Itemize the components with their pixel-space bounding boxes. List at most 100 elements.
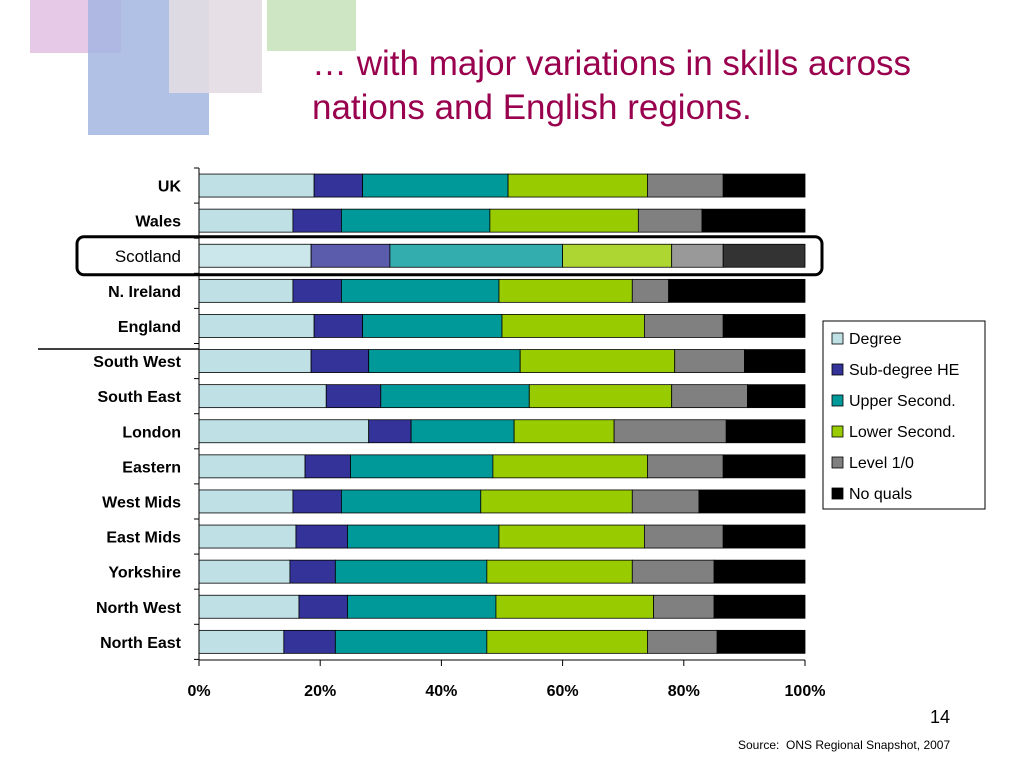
page-number: 14: [930, 707, 951, 727]
bar-london-upper-second: [410, 419, 515, 444]
bar-east-mids-level-1-0: [644, 524, 724, 549]
x-tick-label-40: 40%: [425, 683, 457, 700]
bar-scotland-degree: [198, 243, 312, 268]
bar-south-east-level-1-0: [671, 384, 748, 409]
bar-wales-upper-second: [341, 208, 491, 233]
bar-east-mids-lower-second: [498, 524, 645, 549]
bar-yorkshire-sub-degree-he: [289, 559, 336, 584]
bar-north-west-degree: [198, 594, 300, 619]
bar-uk-level-1-0: [647, 173, 724, 198]
bar-n-ireland-lower-second: [498, 278, 633, 303]
bar-scotland-no-quals: [722, 243, 806, 268]
bar-north-east-lower-second: [486, 629, 648, 654]
bar-east-mids-upper-second: [347, 524, 500, 549]
category-label-east-mids: East Mids: [106, 530, 181, 547]
bar-london-level-1-0: [613, 419, 727, 444]
bar-eastern-degree: [198, 454, 306, 479]
bar-south-west-level-1-0: [674, 349, 745, 373]
bar-wales-degree: [198, 208, 294, 233]
bar-yorkshire-upper-second: [334, 559, 488, 584]
bar-england-no-quals: [722, 314, 806, 338]
bar-england-sub-degree-he: [313, 314, 364, 338]
bar-south-east-upper-second: [380, 384, 530, 409]
bar-south-west-sub-degree-he: [310, 349, 370, 373]
source-note: Source: ONS Regional Snapshot, 2007: [738, 738, 951, 752]
chart-legend: Degree Sub-degree HE Upper Second. Lower Se…: [822, 320, 986, 510]
bar-south-east-degree: [198, 384, 327, 409]
bar-london-no-quals: [725, 419, 806, 444]
bar-uk-sub-degree-he: [313, 173, 364, 198]
bar-north-west-upper-second: [347, 594, 497, 619]
bar-scotland-level-1-0: [671, 243, 724, 268]
legend-swatch-sub-degree-he: [831, 363, 844, 376]
bar-n-ireland-degree: [198, 278, 294, 303]
legend-box: [822, 320, 986, 510]
bar-uk-lower-second: [507, 173, 648, 198]
bar-n-ireland-sub-degree-he: [292, 278, 342, 303]
legend-swatch-degree: [831, 332, 844, 345]
category-label-england: England: [118, 319, 181, 336]
bar-wales-lower-second: [489, 208, 639, 233]
decor-square-green: [267, 0, 356, 51]
bar-eastern-level-1-0: [647, 454, 724, 479]
legend-label-sub-degree-he: Sub-degree HE: [849, 362, 959, 379]
bar-north-east-level-1-0: [647, 629, 718, 654]
bar-yorkshire-degree: [198, 559, 291, 584]
bar-england-upper-second: [362, 314, 503, 338]
bar-uk-degree: [198, 173, 315, 198]
bar-west-mids-sub-degree-he: [292, 489, 342, 514]
bar-south-east-no-quals: [747, 384, 806, 409]
bar-wales-level-1-0: [637, 208, 703, 233]
legend-swatch-lower-second: [831, 425, 844, 438]
legend-swatch-level-1-0: [831, 456, 844, 469]
bar-eastern-upper-second: [350, 454, 494, 479]
bar-eastern-no-quals: [722, 454, 806, 479]
bar-eastern-sub-degree-he: [304, 454, 351, 479]
bar-england-level-1-0: [644, 314, 724, 338]
slide-title: … with major variations in skills across…: [312, 44, 912, 127]
legend-label-upper-second: Upper Second.: [849, 393, 956, 410]
bar-eastern-lower-second: [492, 454, 648, 479]
category-label-london: London: [122, 424, 181, 441]
category-labels: UK Wales Scotland N. Ireland England South We…: [93, 179, 181, 652]
bar-yorkshire-level-1-0: [631, 559, 715, 584]
legend-label-lower-second: Lower Second.: [849, 424, 956, 441]
bar-scotland-sub-degree-he: [310, 243, 391, 268]
legend-swatch-upper-second: [831, 394, 844, 407]
legend-label-level-1-0: Level 1/0: [849, 455, 914, 472]
bar-england-lower-second: [501, 314, 645, 338]
bar-west-mids-no-quals: [698, 489, 806, 514]
bar-yorkshire-lower-second: [486, 559, 633, 584]
x-tick-label-20: 20%: [304, 683, 336, 700]
bar-north-east-upper-second: [334, 629, 488, 654]
bar-north-east-sub-degree-he: [283, 629, 336, 654]
x-tick-label-60: 60%: [547, 683, 579, 700]
category-label-yorkshire: Yorkshire: [108, 565, 181, 582]
bar-wales-sub-degree-he: [292, 208, 342, 233]
category-label-west-mids: West Mids: [102, 494, 181, 511]
chart-annotations: [38, 235, 824, 350]
bar-south-west-no-quals: [744, 349, 806, 373]
bar-scotland-lower-second: [562, 243, 673, 268]
legend-swatch-no-quals: [831, 487, 844, 500]
legend-label-degree: Degree: [849, 331, 902, 348]
x-tick-label-80: 80%: [668, 683, 700, 700]
category-label-north-west: North West: [96, 600, 182, 617]
bar-east-mids-sub-degree-he: [295, 524, 348, 549]
bar-north-west-lower-second: [495, 594, 654, 619]
highlight-box-scotland: [75, 235, 824, 277]
bar-n-ireland-no-quals: [668, 278, 806, 303]
bar-north-west-sub-degree-he: [298, 594, 348, 619]
bar-north-west-level-1-0: [653, 594, 715, 619]
bar-south-east-lower-second: [528, 384, 673, 409]
x-tick-label-100: 100%: [785, 683, 826, 700]
category-label-eastern: Eastern: [122, 459, 181, 476]
category-label-south-east: South East: [97, 389, 181, 406]
bar-yorkshire-no-quals: [713, 559, 806, 584]
bar-n-ireland-upper-second: [341, 278, 500, 303]
bar-n-ireland-level-1-0: [631, 278, 670, 303]
chart-axes: [194, 167, 805, 661]
bar-east-mids-no-quals: [722, 524, 806, 549]
bar-south-west-degree: [198, 349, 312, 373]
